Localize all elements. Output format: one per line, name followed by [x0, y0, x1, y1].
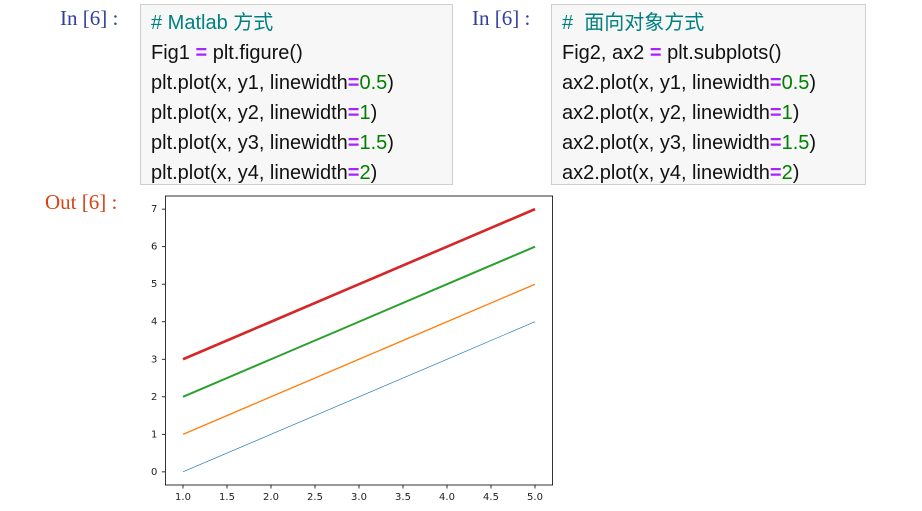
data-line — [182, 321, 536, 473]
x-tick-label: 4.5 — [483, 492, 499, 503]
code-line: ax2.plot(x, y3, linewidth=1.5) — [562, 132, 817, 154]
output-prompt: Out [6] : — [45, 190, 118, 214]
code-line: ax2.plot(x, y2, linewidth=1) — [562, 102, 800, 124]
y-tick-label: 0 — [151, 467, 157, 478]
code-line: Fig2, ax2 = plt.subplots() — [562, 42, 782, 64]
x-tick-label: 3.0 — [351, 492, 367, 503]
code-line: # Matlab 方式 — [151, 12, 274, 34]
y-tick-label: 6 — [151, 242, 157, 253]
y-tick-label: 3 — [151, 354, 157, 365]
x-tick-label: 1.5 — [219, 492, 235, 503]
input-prompt: In [6] : — [472, 6, 531, 30]
y-tick-label: 1 — [151, 429, 157, 440]
y-tick-label: 5 — [151, 279, 157, 290]
x-tick-label: 2.0 — [263, 492, 279, 503]
x-tick-label: 1.0 — [175, 492, 191, 503]
x-tick-label: 5.0 — [527, 492, 543, 503]
code-line: plt.plot(x, y3, linewidth=1.5) — [151, 132, 394, 154]
x-tick-label: 2.5 — [307, 492, 323, 503]
data-line — [182, 283, 536, 435]
code-line: ax2.plot(x, y1, linewidth=0.5) — [562, 72, 817, 94]
x-tick-label: 3.5 — [395, 492, 411, 503]
y-tick-label: 4 — [151, 317, 157, 328]
code-cell[interactable]: # Matlab 方式 Fig1 = plt.figure() plt.plot(x… — [140, 4, 453, 185]
code-line: plt.plot(x, y4, linewidth=2) — [151, 162, 378, 184]
code-line: ax2.plot(x, y4, linewidth=2) — [562, 162, 800, 184]
code-line: # 面向对象方式 — [562, 12, 705, 34]
data-line — [182, 207, 536, 361]
data-line — [182, 245, 536, 398]
code-cell[interactable]: # 面向对象方式 Fig2, ax2 = plt.subplots() ax2.pl… — [551, 4, 866, 185]
y-tick-label: 7 — [151, 204, 157, 215]
code-line: plt.plot(x, y1, linewidth=0.5) — [151, 72, 394, 94]
plot-frame — [164, 195, 554, 486]
code-line: Fig1 = plt.figure() — [151, 42, 303, 64]
y-tick-label: 2 — [151, 392, 157, 403]
input-prompt: In [6] : — [60, 6, 119, 30]
x-tick-label: 4.0 — [439, 492, 455, 503]
code-line: plt.plot(x, y2, linewidth=1) — [151, 102, 378, 124]
